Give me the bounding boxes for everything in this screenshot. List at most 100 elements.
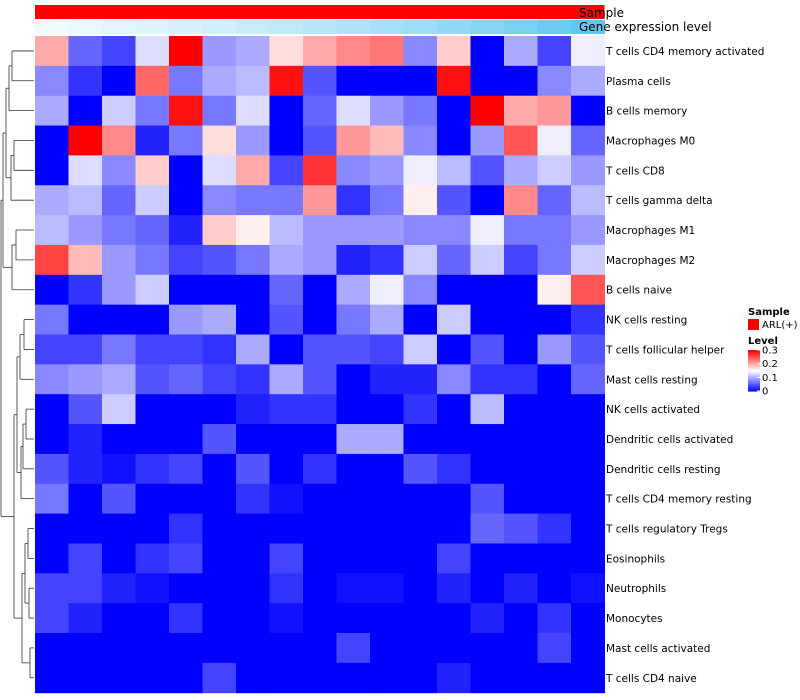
heatmap-cell	[102, 274, 136, 306]
heatmap-cell	[35, 215, 69, 246]
heatmap-cell	[35, 185, 69, 216]
heatmap-cell	[35, 65, 69, 97]
heatmap-cell	[303, 304, 337, 335]
heatmap-cell	[35, 36, 69, 67]
heatmap-cell	[537, 364, 572, 395]
row-label: Dendritic cells activated	[606, 434, 733, 446]
heatmap-cell	[370, 95, 404, 127]
heatmap-cell	[571, 513, 605, 544]
heatmap-cell	[470, 662, 505, 694]
heatmap-cell	[202, 453, 237, 485]
heatmap-cell	[169, 662, 203, 694]
heatmap-cell	[571, 603, 605, 634]
heatmap-cell	[336, 36, 371, 67]
heatmap-cell	[370, 573, 404, 604]
heatmap-cell	[169, 155, 203, 186]
heatmap-cell	[504, 453, 538, 485]
heatmap-cell	[303, 633, 337, 664]
heatmap-cell	[269, 274, 304, 306]
legend-gradient-step	[748, 366, 760, 369]
heatmap-cell	[504, 36, 538, 67]
heatmap-cell	[303, 453, 337, 485]
heatmap-cell	[102, 394, 136, 425]
legend-gradient-step	[748, 376, 760, 379]
heatmap-cell	[169, 633, 203, 664]
heatmap-cell	[35, 633, 69, 664]
gene-expression-cell	[470, 20, 505, 34]
heatmap-cell	[269, 573, 304, 604]
heatmap-cell	[68, 453, 103, 485]
heatmap-cell	[102, 95, 136, 127]
heatmap-cell	[102, 65, 136, 97]
heatmap-cell	[269, 215, 304, 246]
heatmap-cell	[202, 543, 237, 574]
heatmap-cell	[370, 424, 404, 455]
row-label: Mast cells resting	[606, 374, 698, 386]
heatmap-cell	[236, 513, 270, 544]
legend-gradient-step	[748, 375, 760, 378]
legend-ticks: 0.3 0.2 0.1 0	[757, 346, 778, 398]
legend-level-title: Level	[748, 336, 778, 347]
heatmap-cell	[135, 155, 170, 186]
heatmap-cell	[236, 304, 270, 335]
heatmap-cell	[269, 513, 304, 544]
heatmap-cell	[202, 394, 237, 425]
heatmap-cell	[336, 394, 371, 425]
heatmap-cell	[202, 573, 237, 604]
legend-gradient-step	[748, 383, 760, 386]
heatmap-cell	[370, 304, 404, 335]
heatmap-cell	[437, 483, 471, 515]
heatmap-cell	[303, 215, 337, 246]
heatmap-cell	[571, 244, 605, 276]
row-label: Plasma cells	[606, 76, 671, 88]
annotation-label-gene-expression: Gene expression level	[579, 20, 712, 34]
heatmap-cell	[269, 334, 304, 365]
legend-gradient-step	[748, 360, 760, 362]
heatmap-cell	[336, 633, 371, 664]
heatmap-cell	[303, 95, 337, 127]
gene-expression-cell	[437, 20, 471, 34]
heatmap-cell	[370, 36, 404, 67]
heatmap-cell	[135, 185, 170, 216]
row-label: T cells regulatory Tregs	[605, 524, 728, 536]
heatmap-cell	[370, 215, 404, 246]
heatmap-cell	[336, 215, 371, 246]
heatmap-cell	[169, 394, 203, 425]
heatmap-cell	[370, 453, 404, 485]
gene-expression-cell	[537, 20, 572, 34]
heatmap-cell	[336, 125, 371, 156]
heatmap-cell	[537, 95, 572, 127]
heatmap-cell	[303, 244, 337, 276]
heatmap-cell	[437, 334, 471, 365]
heatmap-cell	[169, 424, 203, 455]
heatmap-cell	[470, 364, 505, 395]
row-label: Macrophages M2	[606, 255, 695, 267]
heatmap-cell	[437, 65, 471, 97]
heatmap-cell	[202, 125, 237, 156]
legend-gradient-step	[748, 380, 760, 383]
heatmap-cell	[537, 483, 572, 515]
legend-gradient-step	[748, 369, 760, 372]
heatmap-cell	[336, 244, 371, 276]
heatmap-cell	[370, 543, 404, 574]
legend-tick-label: 0.3	[762, 346, 778, 357]
heatmap-cell	[35, 603, 69, 634]
heatmap-cell	[102, 603, 136, 634]
heatmap-cell	[403, 573, 438, 604]
heatmap-cell	[35, 424, 69, 455]
heatmap-cell	[169, 573, 203, 604]
heatmap-cell	[370, 483, 404, 515]
heatmap-cell	[102, 215, 136, 246]
heatmap-cell	[470, 483, 505, 515]
heatmap-cell	[336, 65, 371, 97]
heatmap-cell	[303, 573, 337, 604]
heatmap-cell	[236, 155, 270, 186]
legend-gradient-step	[748, 359, 760, 361]
heatmap-cell	[202, 185, 237, 216]
heatmap-cell	[336, 573, 371, 604]
heatmap-cell	[437, 185, 471, 216]
heatmap-cell	[35, 95, 69, 127]
heatmap-cell	[102, 662, 136, 694]
heatmap-cell	[437, 513, 471, 544]
row-label: NK cells resting	[606, 315, 687, 327]
